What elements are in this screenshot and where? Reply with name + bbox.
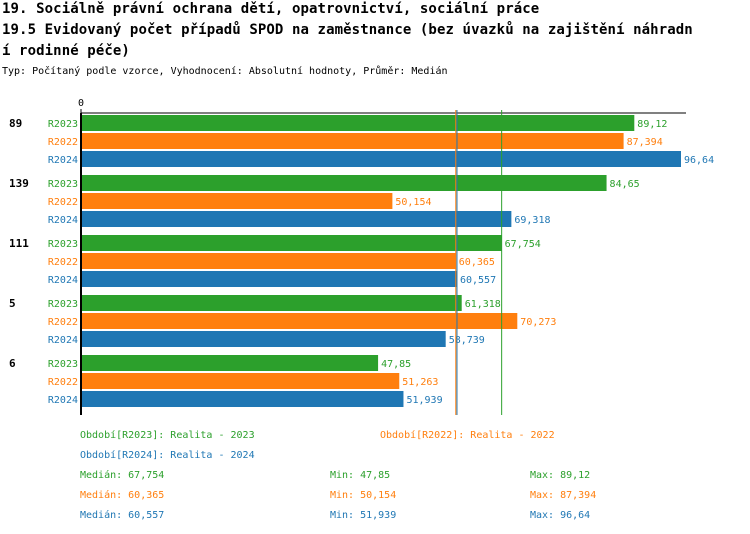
bar-r2023	[81, 295, 462, 311]
category-label: 6	[9, 357, 16, 370]
series-label: R2022	[48, 317, 78, 328]
bar-r2023	[81, 355, 379, 371]
category-label: 139	[9, 177, 29, 190]
chart-title-line-3: í rodinné péče)	[2, 43, 130, 59]
bar-r2022	[81, 373, 400, 389]
stat-median-r2022: Medián: 60,365	[80, 490, 165, 501]
category-label: 5	[9, 297, 16, 310]
legend-r2024: Období[R2024]: Realita - 2024	[80, 450, 255, 461]
data-label: 96,64	[684, 155, 714, 166]
category-label: 111	[9, 237, 29, 250]
chart-title-line-2: 19.5 Evidovaný počet případů SPOD na zam…	[2, 22, 693, 38]
bar-r2023	[81, 115, 635, 131]
series-label: R2023	[48, 179, 78, 190]
stat-min-r2023: Min: 47,85	[330, 470, 391, 481]
legend-r2022: Období[R2022]: Realita - 2022	[380, 430, 555, 441]
bar-r2024	[81, 151, 681, 167]
stat-min-r2022: Min: 50,154	[330, 490, 397, 501]
data-label: 87,394	[627, 137, 663, 148]
data-label: 67,754	[505, 239, 541, 250]
stat-min-r2024: Min: 51,939	[330, 510, 397, 521]
data-label: 61,318	[465, 299, 501, 310]
series-label: R2023	[48, 239, 78, 250]
chart-subtitle: Typ: Počítaný podle vzorce, Vyhodnocení:…	[2, 66, 448, 77]
data-label: 70,273	[520, 317, 556, 328]
bar-r2024	[81, 331, 446, 347]
data-label: 47,85	[381, 359, 411, 370]
stat-median-r2023: Medián: 67,754	[80, 470, 165, 481]
bar-r2023	[81, 235, 502, 251]
bar-r2024	[81, 391, 404, 407]
stat-max-r2022: Max: 87,394	[530, 490, 597, 501]
stat-max-r2023: Max: 89,12	[530, 470, 591, 481]
data-label: 69,318	[514, 215, 550, 226]
series-label: R2024	[48, 155, 78, 166]
data-label: 58,739	[449, 335, 485, 346]
data-label: 60,365	[459, 257, 495, 268]
data-label: 84,65	[610, 179, 640, 190]
series-label: R2023	[48, 119, 78, 130]
series-label: R2022	[48, 377, 78, 388]
data-label: 51,263	[402, 377, 438, 388]
bar-r2022	[81, 313, 518, 329]
series-label: R2024	[48, 275, 78, 286]
stat-median-r2024: Medián: 60,557	[80, 510, 165, 521]
data-label: 60,557	[460, 275, 496, 286]
bar-r2023	[81, 175, 607, 191]
bar-r2022	[81, 253, 456, 269]
bar-r2024	[81, 211, 512, 227]
data-label: 51,939	[406, 395, 442, 406]
chart-title-line-1: 19. Sociálně právní ochrana dětí, opatro…	[2, 1, 540, 17]
bar-r2022	[81, 193, 393, 209]
bar-r2024	[81, 271, 457, 287]
series-label: R2023	[48, 299, 78, 310]
stat-max-r2024: Max: 96,64	[530, 510, 591, 521]
series-label: R2024	[48, 215, 78, 226]
series-label: R2022	[48, 197, 78, 208]
category-label: 89	[9, 117, 22, 130]
series-label: R2024	[48, 395, 78, 406]
series-label: R2022	[48, 137, 78, 148]
legend-r2023: Období[R2023]: Realita - 2023	[80, 430, 255, 441]
series-label: R2022	[48, 257, 78, 268]
data-label: 89,12	[637, 119, 667, 130]
series-label: R2024	[48, 335, 78, 346]
bar-r2022	[81, 133, 624, 149]
series-label: R2023	[48, 359, 78, 370]
data-label: 50,154	[395, 197, 431, 208]
x-tick-label: 0	[78, 98, 84, 109]
